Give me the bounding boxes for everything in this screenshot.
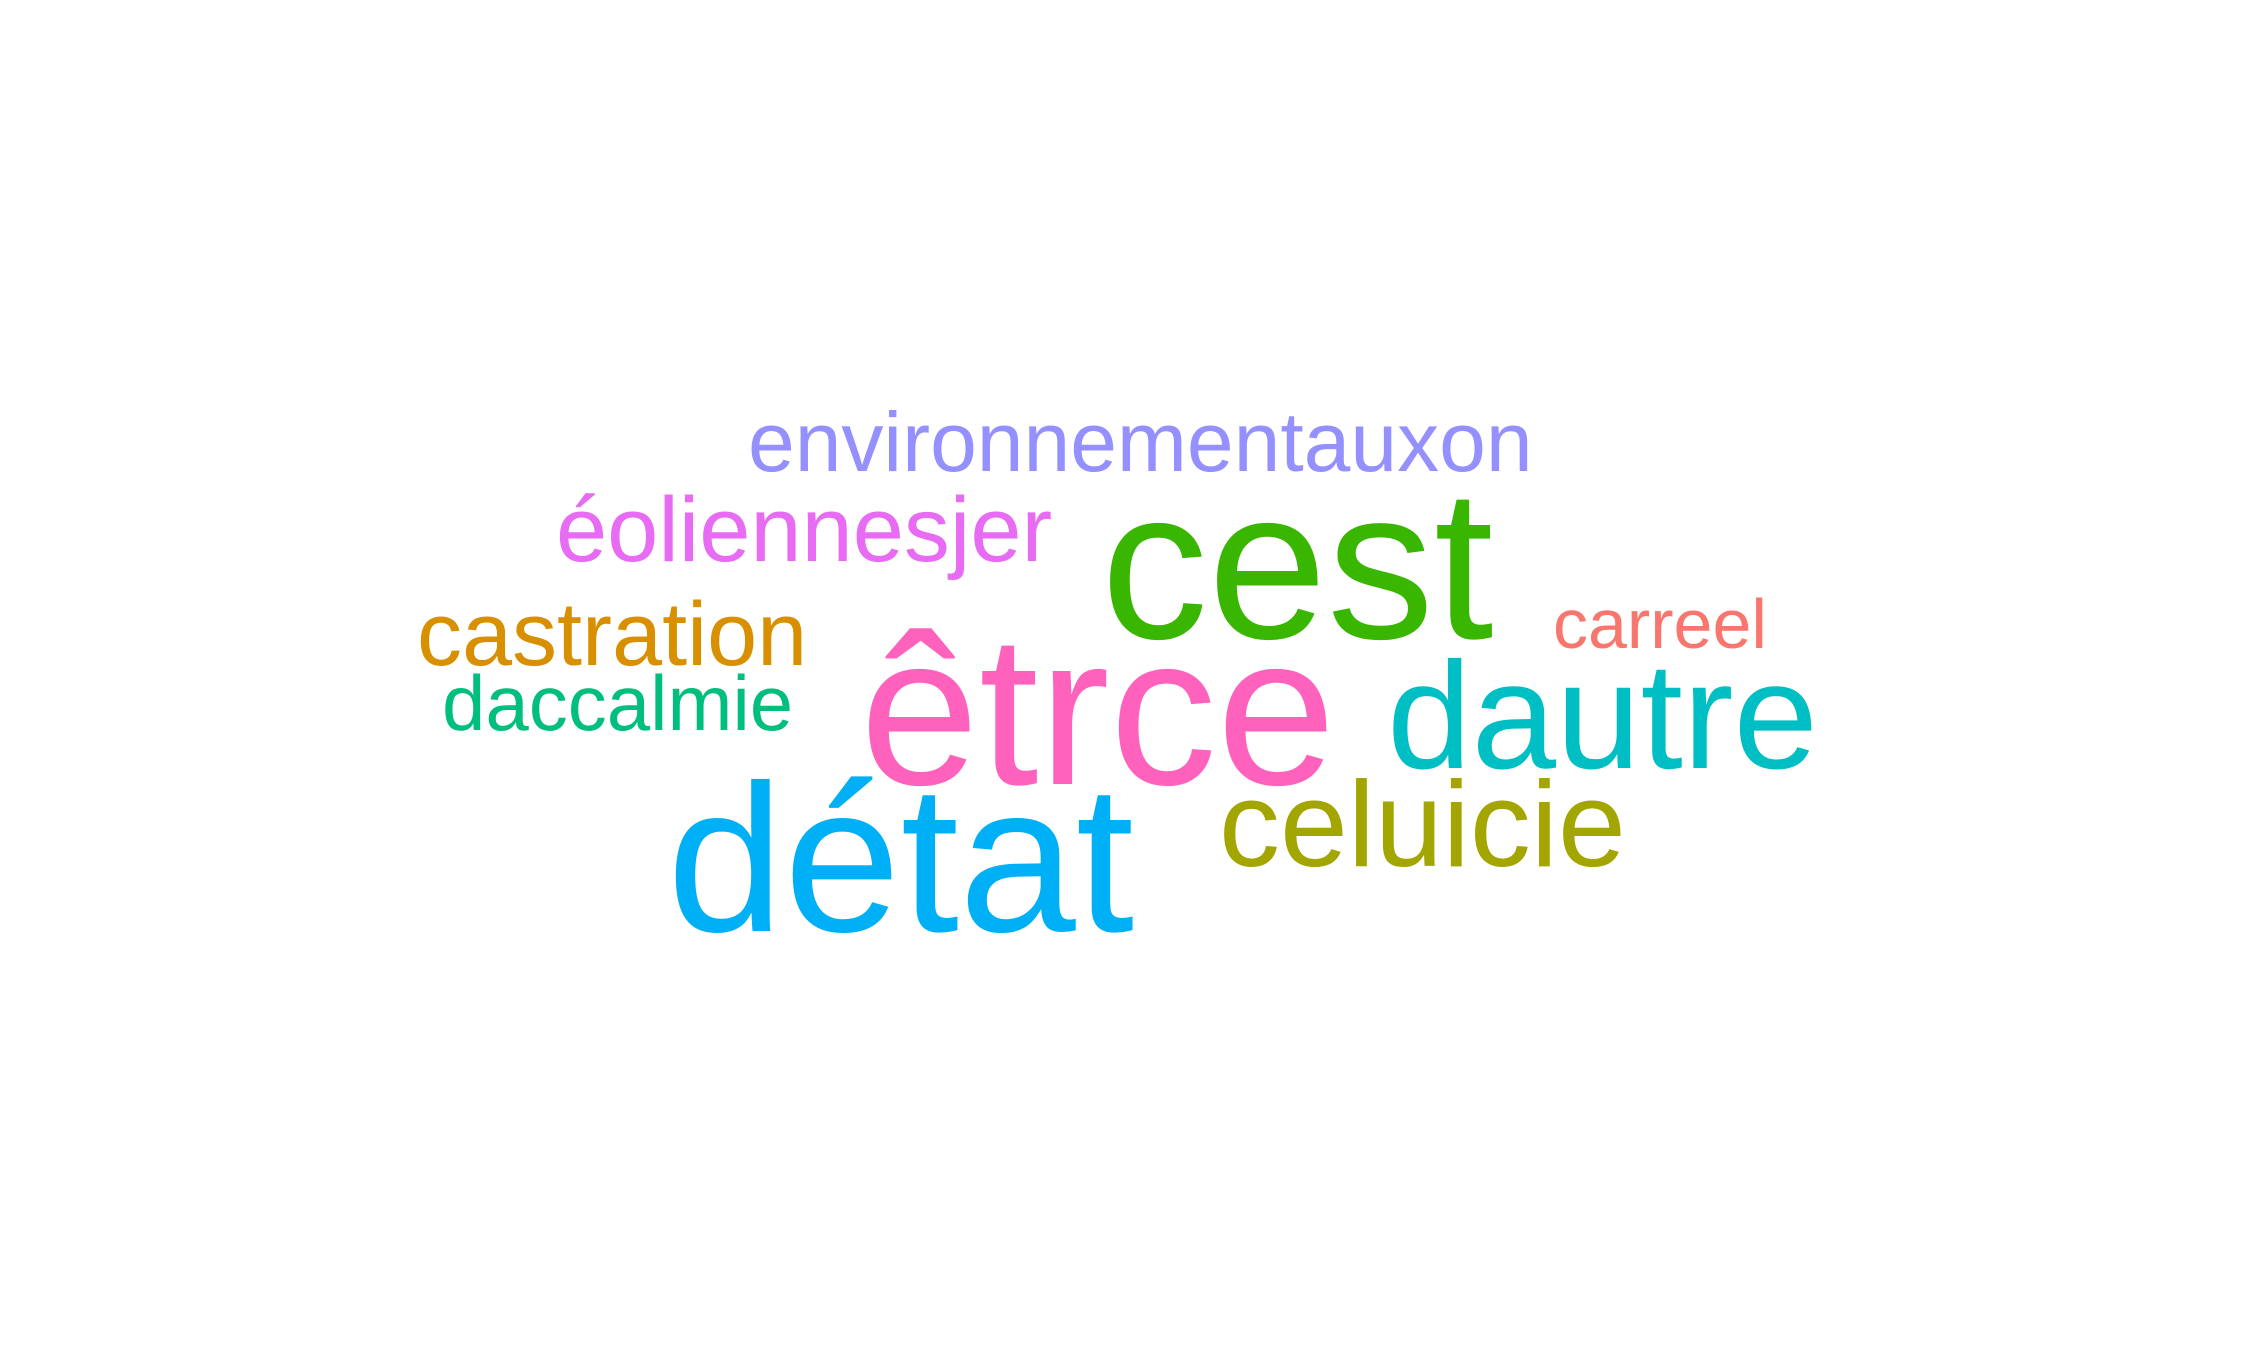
word-eoliennesjer: éoliennesjer [556,479,1053,581]
word-environnementauxon: environnementauxon [748,395,1533,489]
word-celuicie: celuicie [1219,756,1626,892]
word-carreel: carreel [1553,585,1767,663]
word-daccalmie: daccalmie [442,659,794,747]
word-castration: castration [417,585,808,685]
word-etrce: êtrce [860,591,1336,830]
word-cest: cest [1101,445,1494,684]
word-dautre: dautre [1387,631,1818,801]
word-detat: détat [667,741,1135,976]
